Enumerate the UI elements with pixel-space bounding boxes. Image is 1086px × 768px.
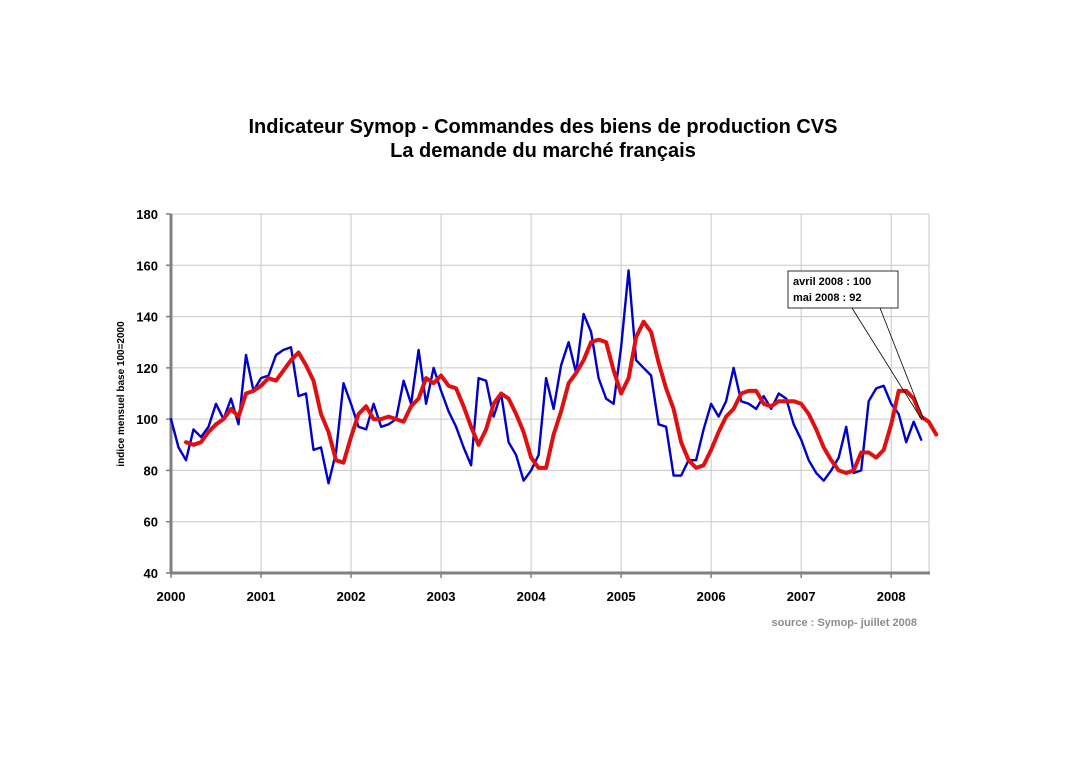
x-tick-label: 2006 [697, 589, 726, 604]
y-tick-label: 140 [136, 310, 158, 325]
y-tick-label: 180 [136, 207, 158, 222]
y-axis-label: indice mensuel base 100=2000 [116, 321, 127, 467]
axes [166, 213, 930, 578]
x-tick-label: 2000 [157, 589, 186, 604]
y-tick-label: 120 [136, 361, 158, 376]
x-tick-label: 2001 [247, 589, 276, 604]
grid [171, 213, 930, 573]
x-tick-label: 2002 [337, 589, 366, 604]
y-tick-label: 160 [136, 258, 158, 273]
series-line-smoothed [184, 319, 939, 475]
y-tick-label: 80 [144, 463, 158, 478]
chart-title: Indicateur Symop - Commandes des biens d… [249, 116, 838, 138]
source-note: source : Symop- juillet 2008 [772, 617, 918, 629]
callout-may: mai 2008 : 92 [793, 292, 862, 304]
x-tick-label: 2008 [877, 589, 906, 604]
y-tick-label: 60 [144, 515, 158, 530]
x-tick-label: 2005 [607, 589, 636, 604]
callout-leader-may [879, 307, 925, 421]
y-tick-labels: 40 60 80 100 120 140 160 180 [136, 207, 158, 581]
x-tick-label: 2003 [427, 589, 456, 604]
series-line-monthly [169, 269, 923, 485]
y-tick-label: 100 [136, 412, 158, 427]
x-tick-label: 2004 [517, 589, 547, 604]
x-tick-label: 2007 [787, 589, 816, 604]
series-lines [169, 269, 939, 485]
callout-leader-april [851, 307, 923, 421]
annotation-callout: avril 2008 : 100 mai 2008 : 92 [787, 270, 925, 421]
callout-april: avril 2008 : 100 [793, 276, 871, 288]
x-tick-labels: 2000 2001 2002 2003 2004 2005 2006 2007 2008 [157, 589, 906, 604]
callout-box [787, 270, 899, 309]
chart-subtitle: La demande du marché français [390, 140, 696, 162]
y-tick-label: 40 [144, 566, 158, 581]
